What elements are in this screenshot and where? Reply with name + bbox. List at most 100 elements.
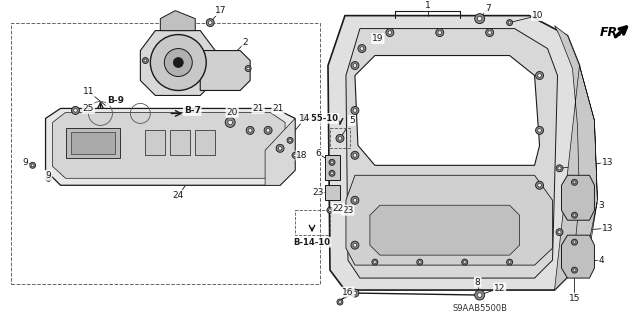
Circle shape <box>289 139 291 142</box>
Circle shape <box>246 126 254 134</box>
Polygon shape <box>346 29 557 278</box>
Circle shape <box>173 57 183 68</box>
Polygon shape <box>161 11 195 31</box>
Circle shape <box>276 145 284 152</box>
Circle shape <box>278 146 282 150</box>
Text: 23: 23 <box>342 206 354 215</box>
Circle shape <box>486 29 493 37</box>
Circle shape <box>31 164 34 167</box>
Circle shape <box>206 19 214 26</box>
Circle shape <box>338 137 342 140</box>
Circle shape <box>556 229 563 236</box>
Circle shape <box>572 212 577 218</box>
Circle shape <box>47 177 50 180</box>
Circle shape <box>436 29 444 37</box>
Circle shape <box>351 62 359 70</box>
Polygon shape <box>195 130 215 155</box>
Polygon shape <box>561 175 595 220</box>
Circle shape <box>507 19 513 26</box>
Circle shape <box>228 120 232 125</box>
Circle shape <box>248 129 252 132</box>
Text: 11: 11 <box>83 87 94 96</box>
Text: 22: 22 <box>332 204 344 213</box>
Circle shape <box>339 301 341 303</box>
Text: 9: 9 <box>45 171 51 180</box>
Text: 13: 13 <box>602 224 613 233</box>
Circle shape <box>475 14 484 24</box>
Text: 21: 21 <box>273 104 284 113</box>
Text: 14: 14 <box>300 114 310 123</box>
Circle shape <box>572 267 577 273</box>
Text: 2: 2 <box>243 38 248 47</box>
Circle shape <box>328 209 332 211</box>
Circle shape <box>536 71 543 79</box>
Circle shape <box>144 59 147 62</box>
Text: 21: 21 <box>252 104 264 113</box>
Text: 19: 19 <box>372 34 383 43</box>
Circle shape <box>508 261 511 263</box>
Circle shape <box>45 175 52 181</box>
Circle shape <box>536 181 543 189</box>
Circle shape <box>538 74 541 77</box>
Circle shape <box>463 261 466 263</box>
Circle shape <box>337 299 343 305</box>
Circle shape <box>353 198 356 202</box>
Circle shape <box>538 183 541 187</box>
Polygon shape <box>65 128 120 158</box>
Circle shape <box>264 126 272 134</box>
Text: 13: 13 <box>602 158 613 167</box>
Circle shape <box>573 241 576 243</box>
Circle shape <box>417 259 423 265</box>
Text: S9AAB5500B: S9AAB5500B <box>452 303 507 313</box>
Polygon shape <box>52 112 285 178</box>
Circle shape <box>353 64 356 67</box>
Circle shape <box>266 129 270 132</box>
Text: B-9: B-9 <box>107 96 124 105</box>
Text: 15: 15 <box>569 293 580 302</box>
Circle shape <box>351 196 359 204</box>
Circle shape <box>331 172 333 174</box>
Circle shape <box>419 261 421 263</box>
Text: B-7: B-7 <box>184 106 201 115</box>
Polygon shape <box>140 31 215 95</box>
Text: 17: 17 <box>214 6 226 15</box>
Polygon shape <box>200 50 250 91</box>
Polygon shape <box>70 132 115 154</box>
Text: 16: 16 <box>342 287 354 297</box>
Circle shape <box>351 241 359 249</box>
Circle shape <box>507 259 513 265</box>
Circle shape <box>536 126 543 134</box>
Circle shape <box>331 161 333 164</box>
Polygon shape <box>45 108 295 185</box>
Circle shape <box>72 107 79 115</box>
Text: 4: 4 <box>598 256 604 265</box>
Circle shape <box>488 31 492 34</box>
Polygon shape <box>346 175 552 265</box>
Polygon shape <box>370 205 520 255</box>
Circle shape <box>150 34 206 91</box>
Circle shape <box>351 107 359 115</box>
Text: FR.: FR. <box>600 26 623 39</box>
Polygon shape <box>355 56 540 165</box>
Circle shape <box>287 137 293 143</box>
Polygon shape <box>554 26 597 290</box>
Circle shape <box>573 214 576 217</box>
Polygon shape <box>328 16 579 290</box>
Text: 1: 1 <box>425 1 431 10</box>
Circle shape <box>558 167 561 170</box>
Text: 9: 9 <box>23 158 28 167</box>
Circle shape <box>538 129 541 132</box>
Text: 20: 20 <box>227 108 238 117</box>
Circle shape <box>351 151 359 159</box>
Text: 25: 25 <box>83 104 94 113</box>
Circle shape <box>388 31 392 34</box>
Circle shape <box>353 153 356 157</box>
Circle shape <box>477 293 482 297</box>
Text: 6: 6 <box>315 149 321 158</box>
Text: 8: 8 <box>475 278 481 286</box>
Circle shape <box>245 65 251 71</box>
Circle shape <box>374 261 376 263</box>
Text: B-14-10: B-14-10 <box>294 238 330 247</box>
Circle shape <box>327 207 333 213</box>
Polygon shape <box>265 118 295 185</box>
